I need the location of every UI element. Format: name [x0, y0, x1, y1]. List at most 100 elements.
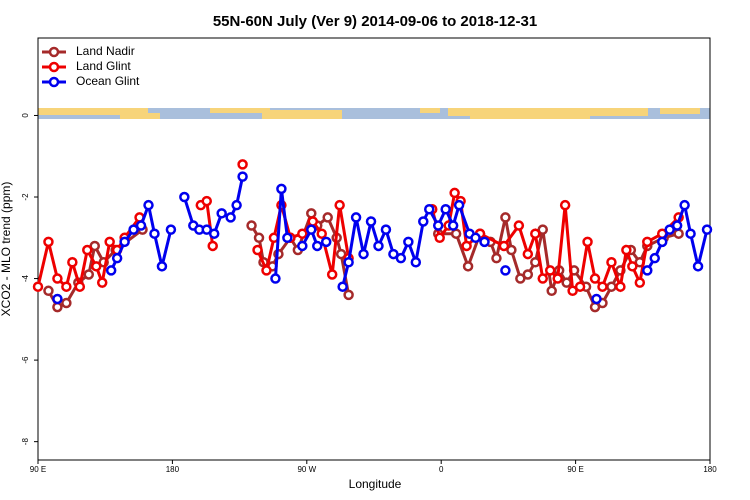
- point: [43, 236, 54, 248]
- point: [350, 212, 362, 223]
- point: [128, 224, 139, 235]
- point: [322, 212, 333, 223]
- point: [561, 277, 572, 288]
- point: [83, 269, 95, 280]
- legend-label: Ocean Glint: [76, 74, 140, 88]
- point: [424, 203, 435, 215]
- point: [627, 261, 638, 272]
- point: [343, 257, 354, 268]
- point: [380, 224, 392, 235]
- land: [120, 113, 160, 119]
- point: [82, 244, 93, 256]
- ocean: [38, 108, 710, 119]
- point: [470, 232, 481, 244]
- point: [208, 228, 220, 239]
- point: [90, 261, 102, 272]
- point: [306, 224, 317, 235]
- point: [582, 236, 593, 248]
- point: [418, 216, 429, 227]
- point: [111, 252, 123, 264]
- point: [462, 261, 474, 272]
- point: [615, 281, 626, 292]
- point: [559, 199, 571, 211]
- point: [216, 208, 227, 219]
- point: [537, 224, 548, 235]
- point: [373, 240, 384, 252]
- land: [210, 108, 270, 113]
- point: [343, 289, 354, 301]
- plot-frame: [37, 37, 711, 461]
- point: [479, 236, 490, 248]
- y-axis-label: XCO2 - MLO trend (ppm): [0, 182, 13, 317]
- point: [67, 257, 78, 268]
- point: [589, 273, 601, 284]
- point: [225, 212, 236, 223]
- y-tick-label: -8: [21, 438, 30, 446]
- point: [537, 273, 548, 284]
- point: [410, 257, 422, 268]
- point: [673, 228, 684, 239]
- point: [500, 265, 511, 276]
- point: [96, 277, 108, 288]
- point: [449, 187, 460, 199]
- point: [52, 273, 63, 284]
- point: [165, 224, 177, 235]
- x-axis-label: Longitude: [349, 477, 402, 491]
- land: [470, 114, 590, 119]
- point: [450, 228, 462, 239]
- point: [252, 244, 263, 256]
- point: [89, 240, 100, 252]
- point: [312, 240, 323, 252]
- point: [43, 285, 54, 297]
- point: [149, 228, 160, 239]
- point: [388, 248, 399, 260]
- point: [135, 220, 147, 231]
- point: [297, 240, 308, 252]
- point: [642, 265, 653, 276]
- point: [621, 244, 632, 256]
- point: [642, 236, 653, 248]
- map-strip: [38, 108, 710, 119]
- point: [282, 232, 293, 244]
- point: [395, 252, 407, 264]
- point: [432, 220, 444, 231]
- point: [105, 265, 117, 276]
- point: [692, 261, 704, 272]
- point: [567, 285, 578, 297]
- point: [552, 273, 563, 284]
- land: [420, 108, 440, 113]
- legend-marker: [48, 46, 60, 58]
- point: [358, 248, 369, 260]
- point: [119, 236, 130, 248]
- point: [434, 232, 445, 244]
- land: [262, 110, 342, 119]
- point: [664, 224, 675, 235]
- point: [606, 281, 617, 292]
- point: [32, 281, 44, 292]
- point: [546, 285, 557, 297]
- x-tick-label: 90 E: [30, 465, 46, 474]
- x-tick-label: 0: [439, 465, 444, 474]
- point: [365, 216, 377, 227]
- legend-marker: [48, 76, 60, 88]
- point: [453, 199, 465, 211]
- point: [306, 208, 317, 219]
- point: [337, 281, 348, 292]
- legend-marker: [48, 61, 60, 73]
- point: [74, 281, 86, 292]
- point: [52, 301, 63, 313]
- point: [656, 236, 668, 248]
- point: [276, 183, 287, 195]
- x-tick-label: 90 W: [297, 465, 316, 474]
- point: [498, 240, 510, 252]
- point: [231, 199, 242, 211]
- y-tick-label: 0: [21, 113, 30, 118]
- point: [515, 273, 526, 284]
- chart-title: 55N-60N July (Ver 9) 2014-09-06 to 2018-…: [213, 13, 537, 30]
- point: [591, 293, 602, 305]
- point: [61, 297, 72, 309]
- point: [156, 261, 168, 272]
- y-tick-label: -2: [21, 193, 30, 201]
- point: [606, 257, 617, 268]
